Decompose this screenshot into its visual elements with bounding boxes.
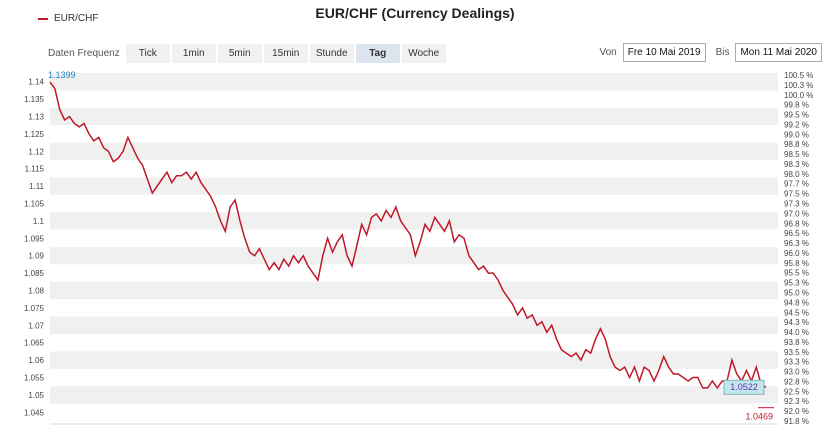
grid-band <box>50 142 778 160</box>
y-tick-label-left: 1.095 <box>24 234 45 243</box>
y-tick-label-left: 1.06 <box>28 356 44 365</box>
chart-title: EUR/CHF (Currency Dealings) <box>315 5 515 21</box>
y-tick-label-right: 94.5 % <box>784 308 809 317</box>
y-tick-label-right: 99.2 % <box>784 120 809 129</box>
y-tick-label-right: 96.8 % <box>784 219 809 228</box>
low-value-label: 1.0469 <box>745 412 773 422</box>
y-tick-label-right: 97.7 % <box>784 180 809 189</box>
y-tick-label-right: 92.3 % <box>784 397 809 406</box>
y-tick-label-right: 98.5 % <box>784 150 809 159</box>
y-tick-label-right: 92.8 % <box>784 377 809 386</box>
y-tick-label-right: 92.5 % <box>784 387 809 396</box>
to-date-input[interactable]: Mon 11 Mai 2020 <box>735 43 822 62</box>
grid-band <box>50 107 778 126</box>
y-tick-label-right: 97.5 % <box>784 190 809 199</box>
y-tick-label-right: 98.0 % <box>784 170 809 179</box>
grid-band <box>50 386 778 404</box>
y-tick-label-right: 98.8 % <box>784 140 809 149</box>
legend-label: EUR/CHF <box>54 13 99 24</box>
y-tick-label-left: 1.12 <box>28 147 44 156</box>
grid-band <box>50 177 778 195</box>
y-tick-label-right: 94.8 % <box>784 298 809 307</box>
tab-1min[interactable]: 1min <box>171 44 216 63</box>
y-tick-label-right: 96.3 % <box>784 239 809 248</box>
y-tick-label-left: 1.085 <box>24 269 45 278</box>
y-tick-label-left: 1.07 <box>28 321 44 330</box>
y-tick-label-right: 100.5 % <box>784 71 813 80</box>
y-tick-label-left: 1.135 <box>24 95 45 104</box>
y-tick-label-right: 100.3 % <box>784 81 813 90</box>
legend-swatch <box>38 17 48 20</box>
y-tick-label-left: 1.045 <box>24 408 45 417</box>
y-tick-label-right: 93.0 % <box>784 368 809 377</box>
y-tick-label-right: 91.8 % <box>784 417 809 426</box>
grid-band <box>50 247 778 265</box>
last-value-box <box>723 379 765 395</box>
grid-band <box>50 212 778 230</box>
y-tick-label-left: 1.08 <box>28 287 44 296</box>
to-label: Bis <box>715 47 730 58</box>
tab-woche[interactable]: Woche <box>401 44 446 63</box>
grid-band <box>50 73 778 91</box>
from-date-input[interactable]: Fre 10 Mai 2019 <box>622 43 706 62</box>
last-value-label: 1.0522 <box>730 382 758 392</box>
y-tick-label-right: 96.0 % <box>784 249 809 258</box>
y-tick-label-right: 92.0 % <box>784 407 809 416</box>
y-tick-label-right: 99.0 % <box>784 130 809 139</box>
tab-15min[interactable]: 15min <box>263 44 308 63</box>
grid-band <box>50 281 778 300</box>
y-tick-label-right: 95.8 % <box>784 259 809 268</box>
y-tick-label-left: 1.05 <box>28 391 44 400</box>
y-tick-label-right: 95.0 % <box>784 288 809 297</box>
tab-5min[interactable]: 5min <box>217 44 262 63</box>
y-tick-label-right: 99.5 % <box>784 111 809 120</box>
y-tick-label-right: 94.0 % <box>784 328 809 337</box>
y-tick-label-right: 93.5 % <box>784 348 809 357</box>
tab-stunde[interactable]: Stunde <box>309 44 354 63</box>
y-tick-label-right: 93.3 % <box>784 358 809 367</box>
start-value-label: 1.1399 <box>48 70 76 80</box>
y-tick-label-left: 1.125 <box>24 130 45 139</box>
y-tick-label-left: 1.13 <box>28 113 44 122</box>
frequency-toolbar: Daten Frequenz Tick 1min 5min 15min Stun… <box>48 44 448 63</box>
frequency-label: Daten Frequenz <box>48 48 120 59</box>
y-tick-label-right: 94.3 % <box>784 318 809 327</box>
grid-band <box>50 316 778 334</box>
y-tick-label-right: 95.5 % <box>784 269 809 278</box>
y-tick-label-left: 1.105 <box>24 200 45 209</box>
y-tick-label-left: 1.115 <box>25 165 45 174</box>
y-tick-label-left: 1.09 <box>28 252 44 261</box>
y-tick-label-right: 97.0 % <box>784 209 809 218</box>
y-tick-label-left: 1.14 <box>28 78 44 87</box>
y-tick-label-right: 100.0 % <box>784 91 813 100</box>
legend[interactable]: EUR/CHF <box>38 13 98 24</box>
y-tick-label-left: 1.055 <box>24 374 45 383</box>
y-tick-label-right: 96.5 % <box>784 229 809 238</box>
y-tick-label-right: 93.8 % <box>784 338 809 347</box>
date-range: Von Fre 10 Mai 2019 Bis Mon 11 Mai 2020 <box>593 43 822 62</box>
tab-tag[interactable]: Tag <box>355 44 400 63</box>
from-label: Von <box>599 47 617 58</box>
y-tick-label-right: 99.8 % <box>784 101 809 110</box>
y-tick-label-right: 97.3 % <box>784 200 809 209</box>
grid-band <box>50 351 778 369</box>
y-tick-label-left: 1.075 <box>24 304 45 313</box>
y-tick-label-right: 98.3 % <box>784 160 809 169</box>
tab-tick[interactable]: Tick <box>125 44 170 63</box>
y-tick-label-right: 95.3 % <box>784 279 809 288</box>
y-tick-label-left: 1.11 <box>29 182 45 191</box>
y-tick-label-left: 1.065 <box>24 339 45 348</box>
series-line <box>49 81 767 390</box>
y-tick-label-left: 1.1 <box>33 217 45 226</box>
